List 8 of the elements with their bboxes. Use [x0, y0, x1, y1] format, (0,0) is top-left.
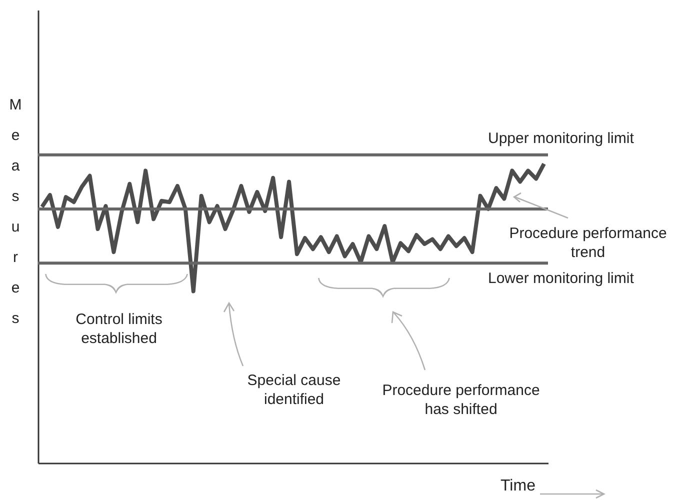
annotation: Procedure performance trend [509, 225, 667, 261]
ref-line-label: Upper monitoring limit [488, 130, 635, 147]
y-axis-title: Measures [9, 96, 22, 327]
ref-line-label: Lower monitoring limit [488, 270, 635, 288]
x-axis-title: Time [500, 478, 536, 494]
annotation: Control limits established [76, 311, 162, 347]
annotation: Procedure performance has shifted [382, 382, 540, 418]
annotation: Special cause identified [247, 372, 341, 408]
